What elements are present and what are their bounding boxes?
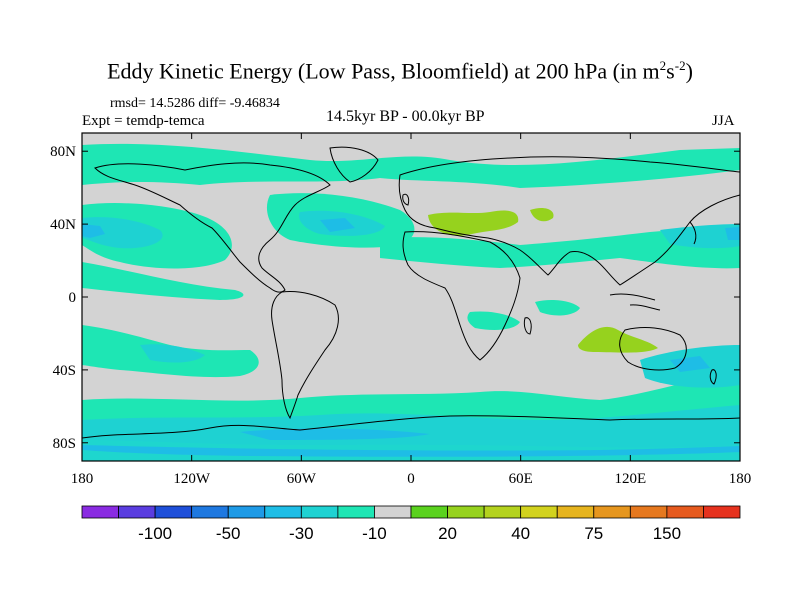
lat-tick-label: 0 — [69, 290, 77, 306]
colorbar-swatch — [264, 505, 302, 519]
coastline-layer — [82, 146, 740, 439]
lon-tick-label: 180 — [71, 471, 94, 487]
coastline-indonesia — [609, 293, 661, 311]
lon-tick-label: 60W — [287, 471, 317, 487]
contour-north-atlantic-min — [320, 218, 355, 232]
colorbar-swatch — [666, 505, 704, 519]
colorbar-swatch — [227, 505, 266, 519]
colorbar: -100 -50 -30 -10 20 40 75 150 — [81, 505, 741, 543]
colorbar-swatch — [483, 505, 522, 519]
colorbar-swatch — [410, 505, 448, 519]
coastline-australia — [619, 327, 687, 371]
coastline-africa — [402, 231, 521, 361]
colorbar-label: -50 — [216, 524, 241, 543]
colorbar-swatch — [374, 505, 412, 519]
contour-southern-ocean-minimum — [240, 428, 430, 440]
contour-fill-layer — [82, 143, 740, 461]
lon-tick-label: 0 — [407, 471, 415, 487]
contour-east-pacific — [82, 262, 244, 300]
colorbar-swatch — [154, 505, 193, 519]
coastline-north-america — [94, 162, 331, 293]
lat-tick-label: 80N — [50, 144, 76, 160]
lat-tick-label: 80S — [53, 436, 76, 452]
lat-tick-label: 40N — [50, 217, 76, 233]
contour-east-asia-min — [725, 227, 740, 240]
contour-mediterranean-positive — [428, 210, 519, 236]
contour-pacific-minimum — [82, 224, 105, 238]
lon-tick-label: 60E — [509, 471, 533, 487]
contour-southern-ocean-core — [82, 405, 740, 448]
colorbar-label: 75 — [584, 524, 603, 543]
coastline-south-america — [271, 291, 339, 420]
lon-tick-label: 120W — [173, 471, 211, 487]
colorbar-swatch — [629, 505, 668, 519]
colorbar-swatch — [593, 505, 631, 519]
period-label: 14.5kyr BP - 00.0kyr BP — [326, 108, 485, 125]
contour-caspian-positive — [530, 207, 554, 222]
contour-north-pacific-core — [82, 217, 163, 249]
experiment-label: Expt = temdp-temca — [82, 113, 205, 129]
contour-antarctic-rim-min — [82, 445, 740, 457]
season-label: JJA — [712, 113, 735, 129]
colorbar-label: 150 — [653, 524, 681, 543]
colorbar-swatch — [191, 505, 229, 519]
contour-australia-positive — [578, 326, 658, 353]
coastline-japan — [689, 221, 697, 245]
lon-tick-label: 180 — [729, 471, 752, 487]
contour-indian-ocean-patch — [535, 300, 580, 316]
colorbar-label: -10 — [362, 524, 387, 543]
stats-label: rmsd= 14.5286 diff= -9.46834 — [110, 96, 280, 111]
contour-south-pacific-core — [140, 344, 205, 363]
contour-australia-south-min — [670, 356, 710, 372]
coastline-greenland — [329, 146, 379, 183]
colorbar-swatch — [337, 505, 375, 519]
colorbar-swatch — [300, 505, 339, 519]
colorbar-label: 20 — [438, 524, 457, 543]
lat-tick-label: 40S — [53, 363, 76, 379]
colorbar-swatch — [703, 505, 741, 519]
coastline-new-zealand — [709, 369, 717, 385]
colorbar-swatch — [81, 505, 119, 519]
contour-eurasia-band — [380, 224, 740, 269]
colorbar-label: -30 — [289, 524, 314, 543]
coastline-antarctica — [82, 415, 740, 439]
contour-east-asia-core — [660, 224, 740, 249]
contour-west-africa — [467, 311, 520, 330]
colorbar-swatch — [556, 505, 595, 519]
coastline-madagascar — [523, 317, 532, 335]
contour-northern-band — [82, 143, 740, 188]
lon-tick-label: 120E — [614, 471, 646, 487]
longitude-ticks: 180 120W 60W 0 60E 120E 180 — [71, 133, 752, 487]
coastline-eurasia — [398, 156, 740, 286]
coastline-uk — [402, 193, 410, 206]
latitude-ticks: 80N 40N 0 40S 80S — [50, 144, 740, 452]
colorbar-swatch — [447, 505, 485, 519]
colorbar-label: -100 — [138, 524, 172, 543]
plot-title: Eddy Kinetic Energy (Low Pass, Bloomfiel… — [107, 58, 693, 84]
colorbar-label: 40 — [511, 524, 530, 543]
colorbar-swatch — [118, 505, 156, 519]
colorbar-swatch — [520, 505, 558, 519]
